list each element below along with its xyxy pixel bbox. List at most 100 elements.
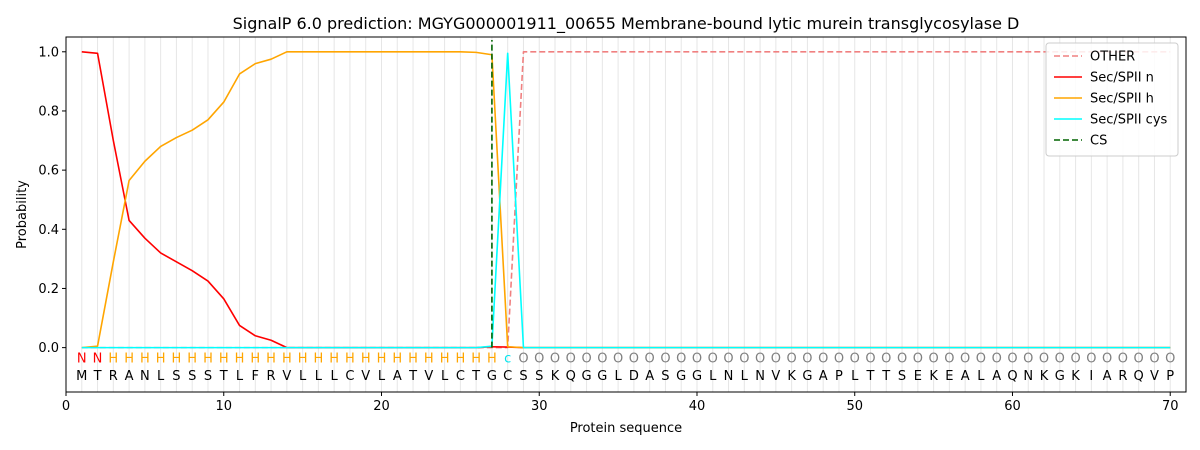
sequence-residue: V [424,369,433,384]
sequence-residue: N [755,369,765,384]
annotation-label: O [692,351,702,366]
annotation-label: O [771,351,781,366]
annotation-label: H [266,351,276,366]
grid-lines [81,37,1171,392]
sequence-residue: N [1023,369,1033,384]
sequence-residue: N [724,369,734,384]
annotation-label: O [1039,351,1049,366]
annotation-label: O [708,351,718,366]
annotation-label: H [219,351,229,366]
y-tick-label: 0.4 [38,223,59,238]
annotation-label: O [581,351,591,366]
legend-label: Sec/SPII cys [1090,113,1168,128]
sequence-residue: E [945,369,953,384]
sequence-residue: E [914,369,922,384]
sequence-residue: S [172,369,180,384]
sequence-residue: Q [566,369,576,384]
annotation-label: O [881,351,891,366]
annotation-label: O [992,351,1002,366]
annotation-label: O [723,351,733,366]
annotation-label: O [1134,351,1144,366]
sequence-residue: L [851,369,859,384]
annotation-label: O [976,351,986,366]
sequence-residue: C [345,369,354,384]
sequence-residue: Q [1134,369,1144,384]
sequence-residue: V [361,369,370,384]
sequence-residue: K [1071,369,1080,384]
sequence-residue: S [204,369,212,384]
annotation-label: O [550,351,560,366]
annotation-label: H [471,351,481,366]
sequence-residue: G [802,369,812,384]
sequence-residue: A [992,369,1001,384]
sequence-residue: A [393,369,402,384]
annotation-label: O [802,351,812,366]
annotation-label: H [345,351,355,366]
annotation-label: H [329,351,339,366]
sequence-residue: L [709,369,717,384]
sequence-residue: T [881,369,890,384]
legend-label: Sec/SPII n [1090,71,1154,86]
annotation-label: H [108,351,118,366]
plot-frame [65,36,1187,393]
legend-box [1045,42,1179,157]
sequence-residue: L [741,369,749,384]
sequence-residue: V [771,369,780,384]
sequence-residue: P [835,369,843,384]
sequence-residue: S [519,369,527,384]
legend: OTHER Sec/SPII n Sec/SPII h Sec/SPII cys CS [1045,42,1179,157]
sequence-residue: L [236,369,244,384]
sequence-residue: M [76,369,87,384]
annotation-label: O [1165,351,1175,366]
sequence-residue: L [977,369,985,384]
sequence-residue: R [267,369,276,384]
sequence-residue: L [378,369,386,384]
sequence-residue: T [219,369,228,384]
sequence-residue: T [471,369,480,384]
sequence-residue: K [929,369,938,384]
sequence-residue: G [582,369,592,384]
annotation-label: H [424,351,434,366]
sequence-residue: A [645,369,654,384]
annotation-label: H [156,351,166,366]
annotation-label: O [928,351,938,366]
annotation-label: O [897,351,907,366]
annotation-label: O [518,351,528,366]
annotation-label: H [235,351,245,366]
annotation-label: O [676,351,686,366]
sequence-residue: D [629,369,639,384]
sequence-residue: L [315,369,323,384]
sequence-residue: A [1103,369,1112,384]
annotation-label: O [597,351,607,366]
sequence-residue: A [819,369,828,384]
annotation-label: O [865,351,875,366]
annotation-label: O [660,351,670,366]
series-line-sec-spii-cys [81,52,1171,349]
annotation-label: O [960,351,970,366]
annotation-label: H [487,351,497,366]
sequence-residue: A [125,369,134,384]
annotation-label: O [739,351,749,366]
annotation-label: O [1118,351,1128,366]
sequence-residue: T [408,369,417,384]
y-axis-label: Probability [15,180,30,249]
annotation-label: O [818,351,828,366]
annotation-label: H [172,351,182,366]
chart-title: SignalP 6.0 prediction: MGYG000001911_00… [233,14,1020,34]
annotation-label: O [913,351,923,366]
annotation-label: H [187,351,197,366]
sequence-residue: S [898,369,906,384]
annotation-label: O [1055,351,1065,366]
sequence-residue: C [456,369,465,384]
annotation-label: O [1007,351,1017,366]
annotation-label: O [613,351,623,366]
legend-label: OTHER [1090,50,1135,65]
annotation-label: H [298,351,308,366]
sequence-residue: L [331,369,339,384]
sequence-residue: T [93,369,102,384]
sequence-residue: L [614,369,622,384]
annotation-label: H [392,351,402,366]
y-tick-label: 0.8 [38,104,59,119]
sequence-residue: S [661,369,669,384]
